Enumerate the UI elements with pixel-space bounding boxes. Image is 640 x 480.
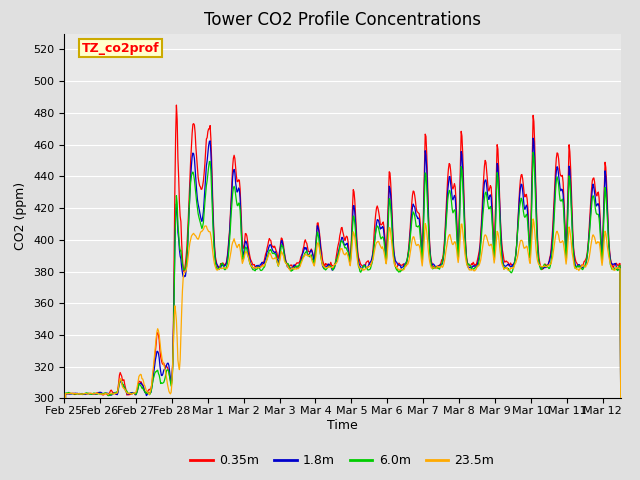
Title: Tower CO2 Profile Concentrations: Tower CO2 Profile Concentrations: [204, 11, 481, 29]
Text: TZ_co2prof: TZ_co2prof: [82, 42, 159, 55]
X-axis label: Time: Time: [327, 419, 358, 432]
Y-axis label: CO2 (ppm): CO2 (ppm): [15, 182, 28, 250]
Legend: 0.35m, 1.8m, 6.0m, 23.5m: 0.35m, 1.8m, 6.0m, 23.5m: [186, 449, 499, 472]
